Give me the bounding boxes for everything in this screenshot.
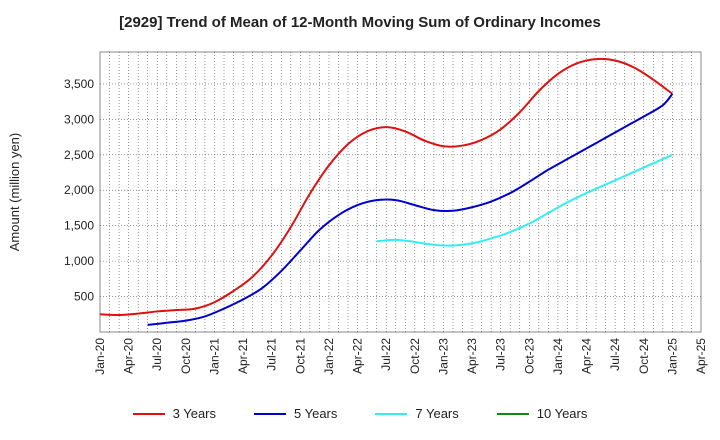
chart-title: [2929] Trend of Mean of 12-Month Moving …	[119, 14, 601, 31]
x-tick-label: Oct-23	[522, 338, 536, 374]
series-line-3-years	[99, 57, 673, 316]
y-tick-label: 1,000	[64, 254, 94, 268]
x-tick-label: Jan-20	[93, 338, 107, 375]
x-tick-label: Jan-21	[207, 338, 221, 375]
legend-item-5-years: 5 Years	[254, 406, 337, 421]
x-tick-label: Apr-24	[580, 338, 594, 374]
legend-label: 5 Years	[294, 406, 338, 421]
x-tick-label: Jan-25	[665, 338, 679, 375]
x-tick-label: Apr-21	[236, 338, 250, 374]
x-tick-label: Apr-20	[122, 338, 136, 374]
plot-area	[99, 51, 702, 333]
legend-item-7-years: 7 Years	[375, 406, 459, 421]
y-axis-ticks: 500 1,000 1,500 2,000 2,500 3,000 3,500	[64, 77, 94, 304]
legend-swatch	[375, 412, 408, 415]
x-axis-ticks: Jan-20 Apr-20 Jul-20 Oct-20 Jan-21 Apr-21 Jul-…	[93, 338, 708, 375]
series-line-7-years	[376, 153, 673, 247]
x-tick-label: Apr-22	[351, 338, 365, 374]
x-tick-label: Jul-24	[608, 338, 622, 371]
x-tick-label: Jul-23	[494, 338, 508, 371]
legend: 3 Years 5 Years 7 Years 10 Years	[0, 406, 720, 421]
legend-swatch	[132, 412, 165, 415]
y-tick-label: 2,000	[64, 183, 94, 197]
y-tick-label: 500	[74, 290, 94, 304]
x-tick-label: Oct-21	[293, 338, 307, 374]
legend-label: 3 Years	[172, 406, 216, 421]
x-tick-label: Jan-23	[436, 338, 450, 375]
x-tick-label: Jan-22	[322, 338, 336, 375]
legend-item-10-years: 10 Years	[496, 406, 588, 421]
x-tick-label: Jul-22	[379, 338, 393, 371]
legend-item-3-years: 3 Years	[132, 406, 216, 421]
series-line-5-years	[147, 93, 674, 326]
x-tick-label: Jan-24	[551, 338, 565, 375]
x-tick-label: Apr-25	[694, 338, 708, 374]
y-tick-label: 1,500	[64, 219, 94, 233]
legend-label: 10 Years	[536, 406, 588, 421]
y-tick-label: 3,000	[64, 112, 94, 126]
y-tick-label: 3,500	[64, 77, 94, 91]
y-tick-label: 2,500	[64, 148, 94, 162]
x-tick-label: Apr-23	[465, 338, 479, 374]
series-lines	[99, 57, 674, 326]
x-tick-label: Jul-21	[265, 338, 279, 371]
grid	[100, 52, 701, 332]
legend-swatch	[254, 412, 286, 415]
legend-label: 7 Years	[415, 406, 459, 421]
y-axis-label: Amount (million yen)	[7, 133, 22, 252]
x-tick-label: Oct-20	[179, 338, 193, 374]
legend-swatch	[496, 412, 529, 415]
x-tick-label: Jul-20	[150, 338, 164, 371]
x-tick-label: Oct-22	[408, 338, 422, 374]
x-tick-label: Oct-24	[637, 338, 651, 374]
